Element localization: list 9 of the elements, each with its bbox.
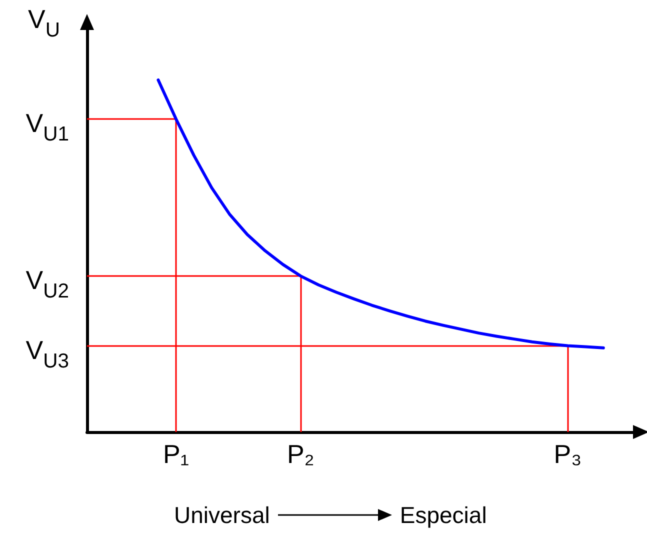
x-tick-label: P₂ <box>286 439 314 469</box>
y-axis-title: V$_{U}$ <box>28 4 60 42</box>
x-tick-label: P₁ <box>162 439 190 469</box>
ref-line-label: V$_{U2}$ <box>26 265 69 303</box>
text: Especial <box>400 501 487 529</box>
ref-line-label: V$_{U1}$ <box>26 108 69 146</box>
x-tick-label: P₃ <box>554 439 582 469</box>
ref-line-label: V$_{U3}$ <box>26 334 69 372</box>
text: Universal <box>174 501 270 529</box>
